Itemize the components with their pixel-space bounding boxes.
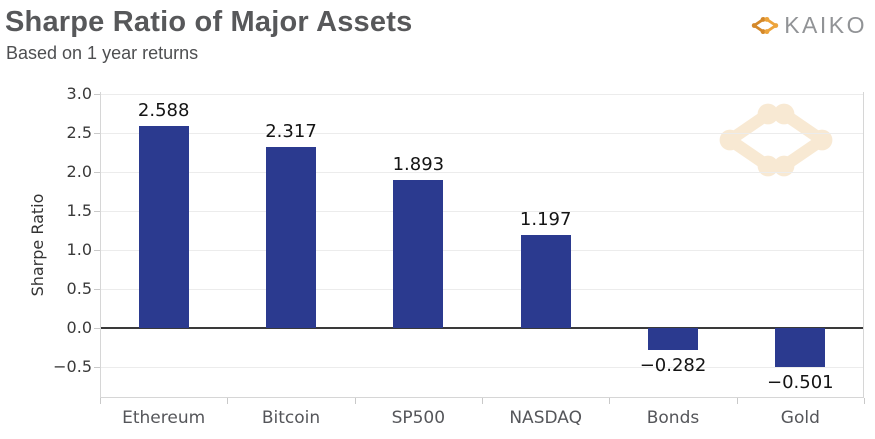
y-axis-tick-label: 3.0 xyxy=(66,84,92,103)
x-axis-tick-label: SP500 xyxy=(391,408,446,428)
gridline xyxy=(100,250,864,251)
x-axis-tick xyxy=(609,398,611,404)
bar-value-label: 1.893 xyxy=(392,154,445,176)
y-axis-tick-label: 0.5 xyxy=(66,279,92,298)
y-axis-tick-label: 0.0 xyxy=(66,318,92,337)
axis-spine-bottom xyxy=(100,397,864,398)
gridline xyxy=(100,289,864,290)
bar-value-label: −0.501 xyxy=(767,372,834,394)
axis-spine-left xyxy=(100,92,101,398)
x-axis-tick xyxy=(482,398,483,404)
y-axis-tick-label: 1.5 xyxy=(66,201,92,220)
bar-value-label: −0.282 xyxy=(639,354,707,376)
gridline xyxy=(100,94,864,95)
bar-sp500 xyxy=(393,180,444,328)
gridline xyxy=(100,211,864,212)
brand-name: KAIKO xyxy=(784,12,867,38)
y-axis-title: Sharpe Ratio xyxy=(28,193,47,297)
bar-bitcoin xyxy=(266,147,316,328)
y-axis-tick xyxy=(94,289,100,290)
bar-gold xyxy=(775,328,826,368)
gridline xyxy=(100,367,864,368)
brand-logo: KAIKO xyxy=(750,12,867,39)
x-axis-tick xyxy=(736,398,738,404)
kaiko-logo-icon xyxy=(751,16,779,35)
x-axis-tick xyxy=(354,398,356,404)
x-axis-tick-label: Ethereum xyxy=(122,408,206,428)
bar-value-label: 1.197 xyxy=(519,208,572,230)
bar-ethereum xyxy=(138,126,189,328)
bar-value-label: 2.317 xyxy=(265,121,317,143)
y-axis-tick xyxy=(94,94,100,95)
bar-bonds xyxy=(648,328,698,350)
gridline xyxy=(100,133,864,134)
kaiko-watermark-icon xyxy=(719,103,833,177)
bar-nasdaq xyxy=(520,234,571,328)
gridline xyxy=(100,172,864,173)
y-axis-tick-label: 2.0 xyxy=(66,162,92,181)
x-axis-tick xyxy=(864,398,865,404)
bar-value-label: 2.588 xyxy=(137,100,190,122)
y-axis-tick xyxy=(94,211,100,212)
chart-title: Sharpe Ratio of Major Assets xyxy=(5,6,413,38)
x-axis-tick-label: NASDAQ xyxy=(509,408,582,428)
x-axis-tick xyxy=(100,398,101,404)
y-axis-tick xyxy=(94,328,100,329)
plot-area: 2.588 2.317 1.893 1.197 −0.282 −0.501 xyxy=(94,92,865,404)
x-axis-tick-label: Bonds xyxy=(646,408,700,428)
y-axis-tick xyxy=(94,367,100,368)
x-axis-tick-label: Bitcoin xyxy=(261,408,321,428)
zero-line xyxy=(100,327,864,329)
y-axis-tick-label: 2.5 xyxy=(66,123,92,142)
x-axis-tick xyxy=(227,398,229,404)
y-axis-tick xyxy=(94,133,100,134)
y-axis-tick-label: −0.5 xyxy=(53,357,92,376)
y-axis-tick xyxy=(94,172,100,173)
y-axis-tick-label: 1.0 xyxy=(66,240,92,259)
x-axis-tick-label: Gold xyxy=(780,408,820,428)
chart-subtitle: Based on 1 year returns xyxy=(6,43,199,63)
y-axis-tick xyxy=(94,250,100,251)
axis-spine-right xyxy=(863,92,864,398)
